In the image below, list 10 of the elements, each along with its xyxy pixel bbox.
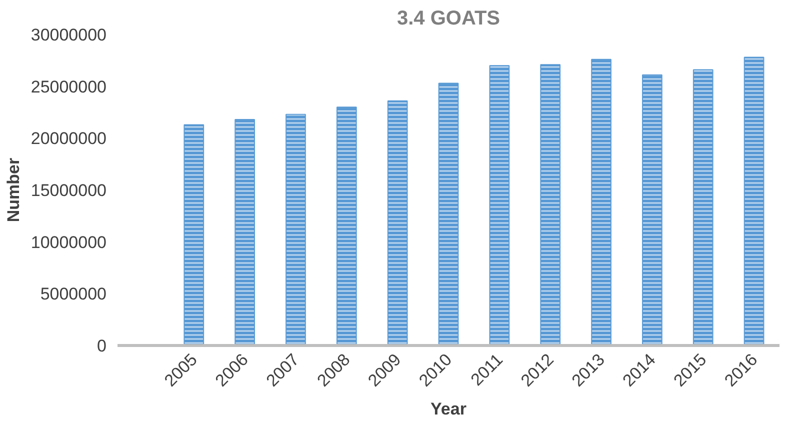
chart-title: 3.4 GOATS <box>397 8 500 30</box>
y-axis-title: Number <box>4 158 23 222</box>
y-tick-label: 0 <box>97 336 107 356</box>
y-tick-label: 15000000 <box>30 181 107 200</box>
x-axis-title: Year <box>430 400 467 419</box>
y-tick-label: 30000000 <box>30 26 107 44</box>
y-tick-label: 20000000 <box>30 129 107 148</box>
y-tick-label: 10000000 <box>30 232 107 252</box>
y-tick-label: 5000000 <box>40 284 107 304</box>
y-tick-label: 25000000 <box>30 77 107 96</box>
